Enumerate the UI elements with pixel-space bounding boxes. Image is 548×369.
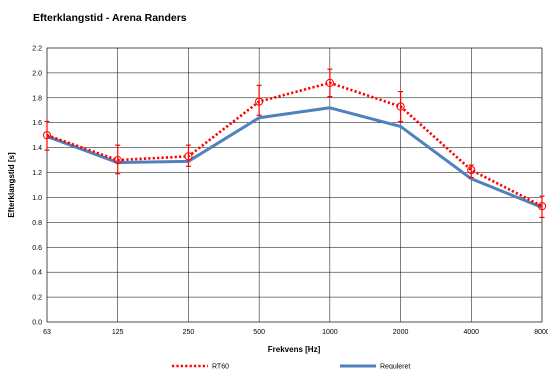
rt60-point xyxy=(467,165,476,175)
x-tick-label: 8000 xyxy=(534,329,548,336)
tick-labels: 0.0 0.2 0.4 0.6 0.8 1.0 1.2 1.4 1.6 1.8 2.0 2.2 63 12… xyxy=(32,46,548,337)
y-tick-label: 0.6 xyxy=(32,245,42,252)
rt60-point xyxy=(396,102,405,111)
legend-label-rt60: RT60 xyxy=(212,364,229,369)
x-tick-label: 1000 xyxy=(322,329,338,336)
rt60-point xyxy=(325,78,334,87)
x-tick-label: 125 xyxy=(112,329,124,336)
x-tick-label: 2000 xyxy=(393,329,409,336)
y-tick-label: 1.0 xyxy=(32,195,42,202)
legend-label-reguleret: Reguleret xyxy=(380,364,410,369)
x-tick-label: 4000 xyxy=(463,329,479,336)
rt60-point xyxy=(42,131,52,140)
x-tick-label: 63 xyxy=(43,329,51,336)
rt60-point xyxy=(255,97,264,106)
y-axis-title: Efterklangstid [s] xyxy=(7,152,16,218)
series xyxy=(42,68,547,218)
y-tick-label: 0.0 xyxy=(32,320,42,327)
x-axis-title: Frekvens [Hz] xyxy=(268,345,321,354)
y-tick-label: 0.4 xyxy=(32,270,42,277)
grid xyxy=(46,47,543,323)
rt60-point xyxy=(184,152,193,161)
y-tick-label: 0.2 xyxy=(32,295,42,302)
series-line-reguleret xyxy=(46,106,543,209)
series-line-rt60 xyxy=(46,81,543,208)
y-tick-label: 0.8 xyxy=(32,220,42,227)
chart-title: Efterklangstid - Arena Randers xyxy=(33,12,187,24)
x-tick-label: 500 xyxy=(253,329,265,336)
y-tick-label: 1.6 xyxy=(32,120,42,127)
rt60-point xyxy=(537,202,547,211)
rt60-point xyxy=(113,155,122,165)
y-tick-label: 1.2 xyxy=(32,170,42,177)
y-tick-label: 2.0 xyxy=(32,70,42,77)
y-tick-label: 2.2 xyxy=(32,46,42,53)
y-tick-label: 1.4 xyxy=(32,145,42,152)
legend: RT60 Reguleret xyxy=(172,364,410,369)
y-tick-label: 1.8 xyxy=(32,95,42,102)
x-tick-label: 250 xyxy=(183,329,195,336)
plot-area xyxy=(46,47,543,323)
